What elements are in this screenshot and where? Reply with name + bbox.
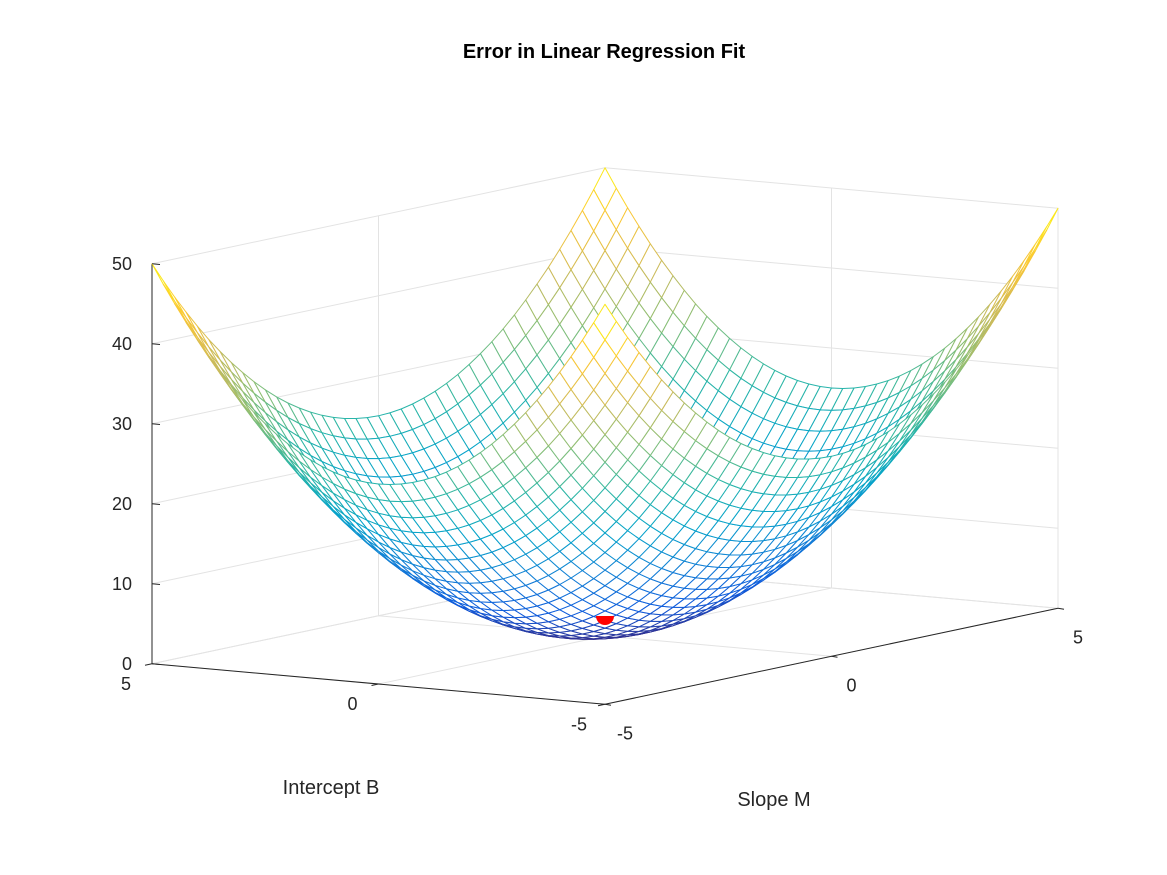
z-tick-mark bbox=[151, 343, 161, 345]
y-axis-label: Intercept B bbox=[283, 777, 380, 799]
y-tick-label: -5 bbox=[571, 714, 587, 734]
z-tick-label: 40 bbox=[112, 334, 132, 354]
z-tick-label: 0 bbox=[122, 654, 132, 674]
y-tick-mark bbox=[144, 663, 153, 666]
x-tick-label: -5 bbox=[617, 723, 633, 743]
z-tick-label: 50 bbox=[112, 254, 132, 274]
z-tick-label: 20 bbox=[112, 494, 132, 514]
x-tick-mark bbox=[1057, 607, 1065, 610]
y-tick-label: 0 bbox=[347, 694, 357, 714]
x-tick-label: 0 bbox=[846, 675, 856, 695]
minimum-marker-layer bbox=[596, 616, 614, 625]
minimum-marker bbox=[596, 616, 614, 625]
surface-cell bbox=[593, 303, 617, 341]
z-tick-label: 30 bbox=[112, 414, 132, 434]
z-tick-mark bbox=[151, 663, 161, 665]
y-tick-mark bbox=[371, 683, 379, 686]
z-tick-mark bbox=[151, 263, 161, 265]
y-tick-mark bbox=[597, 703, 606, 707]
x-axis-label: Slope M bbox=[737, 789, 810, 811]
x-tick-mark bbox=[831, 655, 838, 658]
error-surface bbox=[151, 167, 1059, 640]
y-tick-label: 5 bbox=[121, 674, 131, 694]
x-tick-label: 5 bbox=[1073, 627, 1083, 647]
z-tick-label: 10 bbox=[112, 574, 132, 594]
z-tick-mark bbox=[151, 423, 161, 425]
x-tick-mark bbox=[604, 703, 612, 706]
z-tick-mark bbox=[151, 503, 161, 505]
z-tick-mark bbox=[151, 583, 161, 585]
chart-title: Error in Linear Regression Fit bbox=[463, 41, 746, 63]
